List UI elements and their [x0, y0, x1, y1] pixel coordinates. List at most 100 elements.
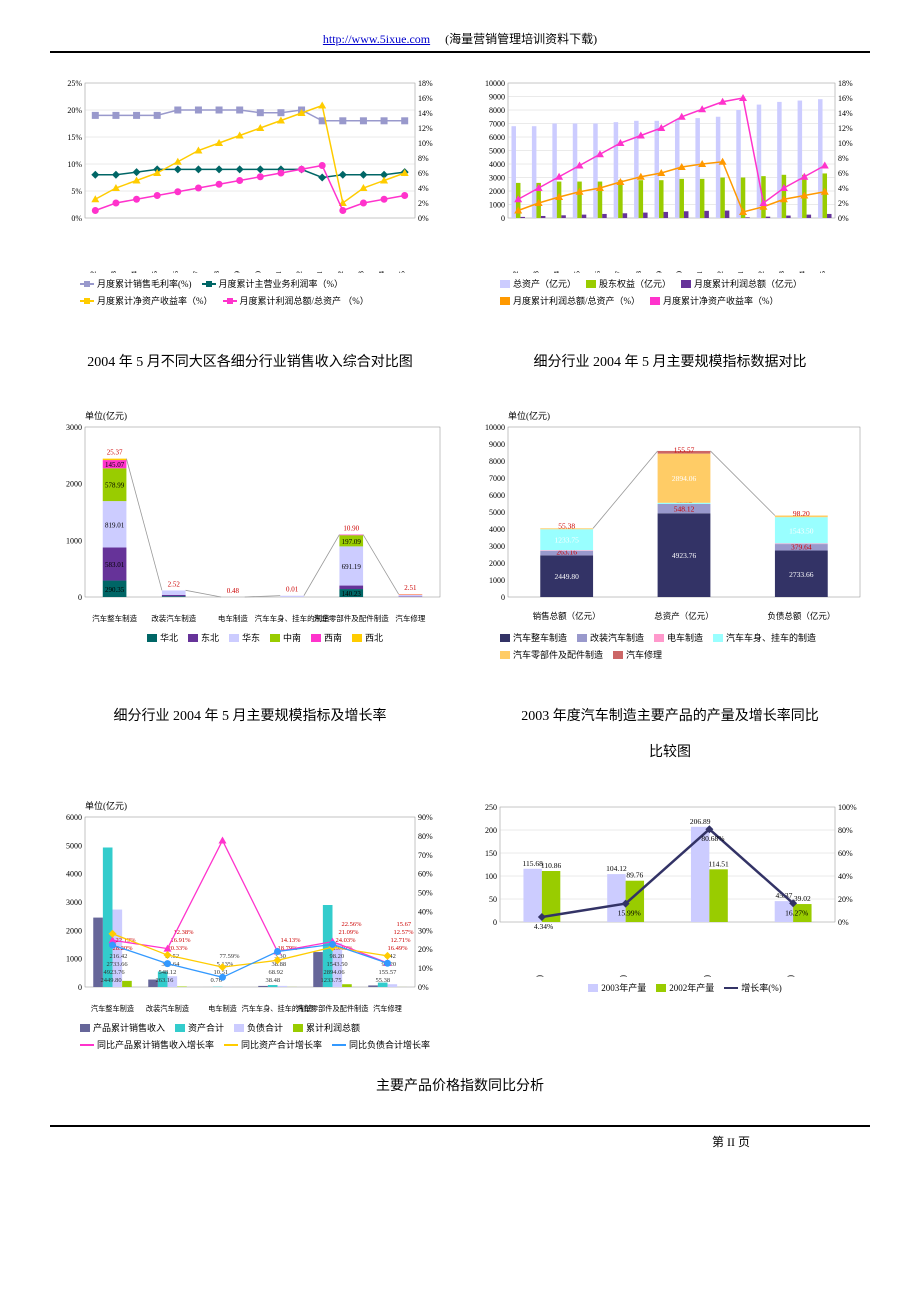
svg-text:0%: 0% — [838, 918, 849, 927]
chart-2: 0100020003000400050006000700080009000100… — [470, 73, 870, 307]
svg-text:电车制造: 电车制造 — [218, 613, 248, 623]
header-url[interactable]: http://www.5ixue.com — [323, 32, 430, 46]
svg-text:5000: 5000 — [489, 147, 505, 156]
svg-text:4000: 4000 — [489, 525, 505, 534]
svg-text:100%: 100% — [838, 803, 857, 812]
chart-5: 单位(亿元)01000200030004000500060000%10%20%3… — [50, 797, 450, 1051]
svg-text:200312: 200312 — [295, 271, 304, 273]
svg-text:14.13%: 14.13% — [281, 937, 302, 944]
svg-text:汽车整车制造: 汽车整车制造 — [92, 613, 137, 623]
svg-text:50%: 50% — [418, 889, 433, 898]
svg-text:200403: 200403 — [356, 271, 365, 273]
svg-text:55.38: 55.38 — [376, 977, 391, 984]
svg-text:200405: 200405 — [818, 271, 827, 273]
svg-text:0.01: 0.01 — [286, 586, 299, 594]
svg-text:548.12: 548.12 — [674, 505, 695, 514]
svg-text:89.76: 89.76 — [626, 871, 643, 880]
svg-text:15.67: 15.67 — [397, 921, 412, 928]
svg-text:6%: 6% — [418, 169, 429, 178]
chart-1: 0%5%10%15%20%25%0%2%4%6%8%10%12%14%16%18… — [50, 73, 450, 307]
svg-text:公路客车(万辆): 公路客车(万辆) — [618, 975, 628, 977]
svg-text:200303: 200303 — [532, 271, 541, 273]
svg-text:30%: 30% — [418, 926, 433, 935]
svg-text:200309: 200309 — [233, 271, 242, 273]
svg-text:21.09%: 21.09% — [339, 929, 360, 936]
svg-text:25%: 25% — [67, 79, 82, 88]
svg-text:单位(亿元): 单位(亿元) — [85, 800, 127, 811]
svg-text:14%: 14% — [418, 109, 433, 118]
svg-text:10%: 10% — [838, 139, 853, 148]
svg-text:汽车零部件及配件制造: 汽车零部件及配件制造 — [314, 613, 389, 623]
svg-text:98.20: 98.20 — [330, 953, 345, 960]
svg-text:691.19: 691.19 — [342, 563, 362, 571]
svg-text:1233.75: 1233.75 — [321, 977, 342, 984]
svg-text:5000: 5000 — [66, 841, 82, 850]
svg-text:200302: 200302 — [511, 271, 520, 273]
svg-text:2000: 2000 — [489, 187, 505, 196]
svg-text:200311: 200311 — [695, 271, 704, 273]
svg-text:8%: 8% — [418, 154, 429, 163]
svg-text:98.20: 98.20 — [793, 509, 810, 518]
svg-text:60%: 60% — [838, 849, 853, 858]
svg-text:819.01: 819.01 — [105, 521, 125, 529]
svg-text:110.86: 110.86 — [541, 861, 562, 870]
svg-text:1000: 1000 — [66, 955, 82, 964]
svg-text:578.99: 578.99 — [105, 482, 125, 490]
page-header: http://www.5ixue.com (海量营销管理培训资料下载) — [50, 30, 870, 53]
svg-text:15%: 15% — [67, 133, 82, 142]
svg-text:200401: 200401 — [315, 271, 324, 273]
svg-text:200305: 200305 — [150, 271, 159, 273]
svg-text:200311: 200311 — [274, 271, 283, 273]
svg-text:104.12: 104.12 — [606, 864, 627, 873]
svg-text:电车制造: 电车制造 — [208, 1004, 237, 1013]
svg-text:200304: 200304 — [552, 271, 561, 273]
svg-text:24.03%: 24.03% — [336, 937, 357, 944]
svg-text:2.51: 2.51 — [404, 584, 417, 592]
svg-text:200404: 200404 — [377, 271, 386, 273]
svg-text:200304: 200304 — [130, 271, 139, 273]
svg-text:206.89: 206.89 — [690, 817, 711, 826]
svg-text:200312: 200312 — [716, 271, 725, 273]
svg-text:200402: 200402 — [756, 271, 765, 273]
svg-text:10%: 10% — [67, 160, 82, 169]
svg-text:140.23: 140.23 — [342, 590, 362, 598]
svg-text:2733.66: 2733.66 — [789, 570, 814, 579]
svg-text:200309: 200309 — [654, 271, 663, 273]
page-number: 第 II 页 — [712, 1135, 750, 1149]
svg-text:16.49%: 16.49% — [388, 945, 409, 952]
svg-text:90%: 90% — [418, 813, 433, 822]
svg-text:总资产（亿元）: 总资产（亿元） — [654, 611, 714, 621]
svg-text:22.56%: 22.56% — [342, 921, 363, 928]
title-d1: 2003 年度汽车制造主要产品的产量及增长率同比 — [470, 705, 870, 725]
chart-6: 0501001502002500%20%40%60%80%100%115.681… — [470, 797, 870, 1051]
svg-text:25.37: 25.37 — [107, 449, 123, 457]
svg-text:155.57: 155.57 — [379, 969, 398, 976]
svg-text:单位(亿元): 单位(亿元) — [85, 410, 127, 421]
svg-text:4000: 4000 — [489, 160, 505, 169]
svg-text:汽车零部件及配件制造: 汽车零部件及配件制造 — [297, 1004, 369, 1013]
title-d2: 比较图 — [470, 741, 870, 761]
svg-text:145.07: 145.07 — [105, 461, 125, 469]
svg-text:2449.80: 2449.80 — [554, 572, 579, 581]
svg-text:1543.50: 1543.50 — [327, 961, 348, 968]
svg-text:0%: 0% — [418, 983, 429, 992]
svg-text:7000: 7000 — [489, 474, 505, 483]
svg-text:4%: 4% — [418, 184, 429, 193]
svg-text:0: 0 — [78, 593, 82, 602]
svg-text:200310: 200310 — [253, 271, 262, 273]
svg-text:负债总额（亿元）: 负债总额（亿元） — [767, 611, 835, 621]
svg-text:200305: 200305 — [573, 271, 582, 273]
svg-text:载货汽车(万辆): 载货汽车(万辆) — [534, 975, 544, 977]
svg-text:39.02: 39.02 — [794, 894, 811, 903]
svg-text:2894.06: 2894.06 — [324, 969, 346, 976]
svg-text:0%: 0% — [418, 214, 429, 223]
svg-text:10000: 10000 — [485, 79, 505, 88]
svg-text:200402: 200402 — [336, 271, 345, 273]
svg-text:1000: 1000 — [489, 201, 505, 210]
svg-text:38.48: 38.48 — [266, 977, 281, 984]
svg-text:0: 0 — [501, 214, 505, 223]
svg-text:2733.66: 2733.66 — [107, 961, 129, 968]
svg-text:7000: 7000 — [489, 120, 505, 129]
svg-text:8000: 8000 — [489, 457, 505, 466]
svg-text:55.38: 55.38 — [558, 521, 575, 530]
